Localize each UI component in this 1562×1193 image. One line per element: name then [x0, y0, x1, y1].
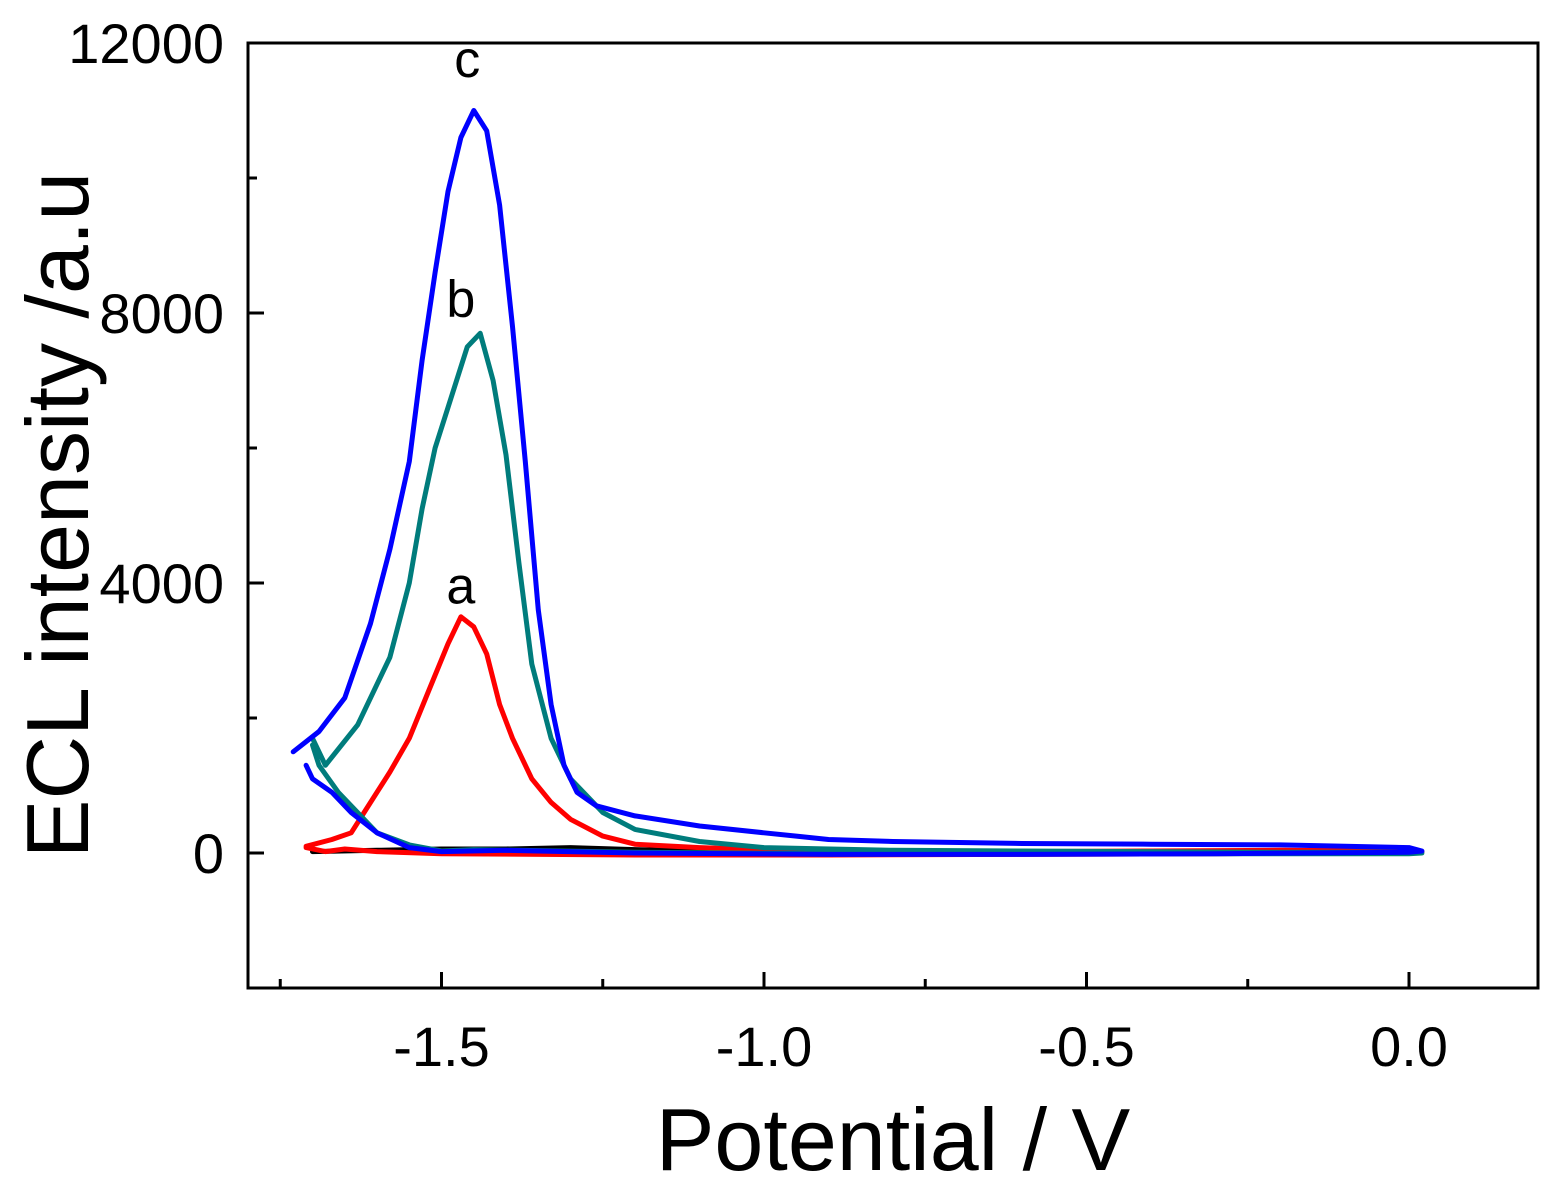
curve-label-b: b	[446, 270, 475, 328]
curve-label-layer: a b c	[446, 31, 480, 616]
x-axis-title: Potential / V	[656, 1090, 1131, 1189]
y-tick-label: 4000	[99, 552, 224, 615]
tick-layer: -1.5 -1.0 -0.5 0.0 0 4000 8000 12000	[68, 12, 1448, 1078]
series-line-b	[310, 330, 1425, 857]
x-tick-label: -0.5	[1038, 1015, 1135, 1078]
curve-label-c: c	[454, 31, 480, 89]
series-line-c	[290, 108, 1425, 857]
x-tick-label: -1.5	[393, 1015, 490, 1078]
plot-frame	[246, 41, 1540, 990]
curve-label-a: a	[446, 557, 475, 615]
series-layer	[290, 108, 1425, 858]
series-line-a	[303, 614, 1425, 858]
y-axis-title: ECL intensity /a.u	[8, 172, 107, 858]
x-tick-label: 0.0	[1370, 1015, 1448, 1078]
y-tick-label: 8000	[99, 282, 224, 345]
x-tick-label: -1.0	[716, 1015, 813, 1078]
y-tick-label: 12000	[68, 12, 224, 75]
y-tick-label: 0	[193, 822, 224, 885]
